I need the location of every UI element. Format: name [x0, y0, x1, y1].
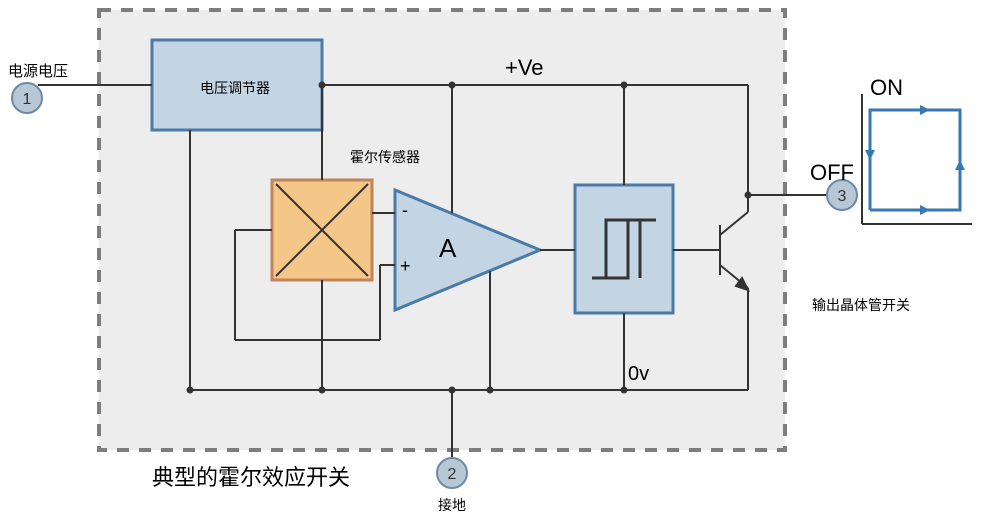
on-label: ON: [870, 75, 903, 101]
hysteresis-graph: [862, 94, 972, 224]
off-label: OFF: [810, 160, 854, 186]
pin-2-num: 2: [448, 466, 457, 483]
ve-plus-label: +Ve: [505, 55, 544, 81]
hall-sensor-label: 霍尔传感器: [350, 147, 420, 167]
amp-plus-label: +: [400, 256, 411, 277]
pin-2: 2: [437, 458, 467, 488]
voltage-regulator-label: 电压调节器: [200, 78, 270, 98]
ground-label: 接地: [438, 495, 466, 515]
amp-minus-label: -: [402, 200, 408, 221]
supply-voltage-label: 电源电压: [8, 60, 68, 81]
pin-1-num: 1: [23, 91, 32, 108]
schmitt-trigger-block: [575, 185, 673, 313]
amp-letter-label: A: [439, 233, 456, 264]
pin-1: 1: [12, 83, 42, 113]
output-transistor-label: 输出晶体管开关: [812, 295, 910, 315]
diagram-canvas: 1 2 3: [0, 0, 984, 526]
pin-3-num: 3: [838, 188, 847, 205]
zero-v-label: 0v: [628, 363, 649, 386]
diagram-title: 典型的霍尔效应开关: [152, 460, 350, 492]
